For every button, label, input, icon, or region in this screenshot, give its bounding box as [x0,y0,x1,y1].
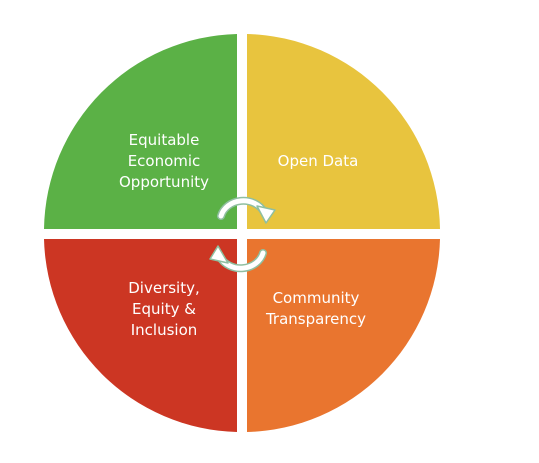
quadrant-label: Open Data [278,152,359,170]
quadrant-label: Inclusion [131,321,198,339]
quadrant-diversity-equity-inclusion [44,239,237,432]
quadrant-label: Equity & [132,300,196,318]
quadrant-equitable-economic-opportunity [44,34,237,229]
cycle-arrows-icon [209,196,276,273]
quadrant-label: Economic [128,152,201,170]
quadrant-label: Community [273,289,360,307]
quadrant-label: Diversity, [128,279,200,297]
cycle-arrowhead-right-icon [256,205,276,224]
quadrant-label: Equitable [129,131,200,149]
quadrant-label: Transparency [265,310,366,328]
quadrant-open-data [247,34,440,229]
quadrant-label: Opportunity [119,173,209,191]
quadrant-community-transparency [247,239,440,432]
cycle-arrowhead-left-icon [209,245,229,264]
